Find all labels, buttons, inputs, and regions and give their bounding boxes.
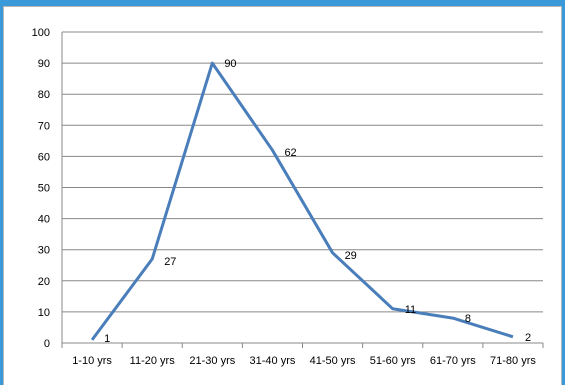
frame-top-border: [0, 0, 565, 6]
data-label: 8: [465, 313, 471, 325]
x-tick-label: 21-30 yrs: [189, 355, 235, 367]
y-tick-label: 20: [38, 276, 50, 288]
y-tick-label: 30: [38, 245, 50, 257]
y-tick-label: 60: [38, 151, 50, 163]
series-line: [90, 61, 514, 341]
frame-left-border: [0, 0, 3, 385]
data-label: 2: [525, 332, 531, 344]
data-label: 27: [164, 256, 176, 268]
y-tick-label: 100: [32, 27, 50, 39]
x-tick-label: 31-40 yrs: [250, 355, 296, 367]
gridlines: [62, 31, 543, 313]
data-label: 11: [405, 304, 416, 316]
data-label: 62: [284, 147, 296, 159]
x-axis-ticks: 1-10 yrs 11-20 yrs 21-30 yrs 31-40 yrs 41-50…: [61, 343, 544, 367]
y-tick-label: 70: [38, 120, 50, 132]
y-tick-label: 50: [38, 183, 50, 195]
frame-right-border: [562, 0, 565, 385]
x-tick-label: 11-20 yrs: [130, 355, 176, 367]
x-tick-label: 51-60 yrs: [370, 355, 416, 367]
x-tick-label: 61-70 yrs: [430, 355, 476, 367]
data-label: 29: [345, 250, 357, 262]
data-label: 1: [104, 333, 110, 345]
x-tick-label: 71-80 yrs: [490, 355, 536, 367]
data-labels: 1 27 90 62 29 11 8 2: [104, 58, 531, 345]
y-tick-label: 90: [38, 58, 50, 70]
y-tick-label: 10: [38, 307, 50, 319]
y-tick-label: 40: [38, 214, 50, 226]
data-label: 90: [224, 58, 236, 70]
x-tick-label: 1-10 yrs: [72, 355, 112, 367]
x-tick-label: 41-50 yrs: [310, 355, 356, 367]
y-tick-label: 80: [38, 89, 50, 101]
y-axis-ticks: 0 10 20 30 40 50 60 70 80 90 100: [32, 27, 50, 350]
y-tick-label: 0: [44, 338, 50, 350]
